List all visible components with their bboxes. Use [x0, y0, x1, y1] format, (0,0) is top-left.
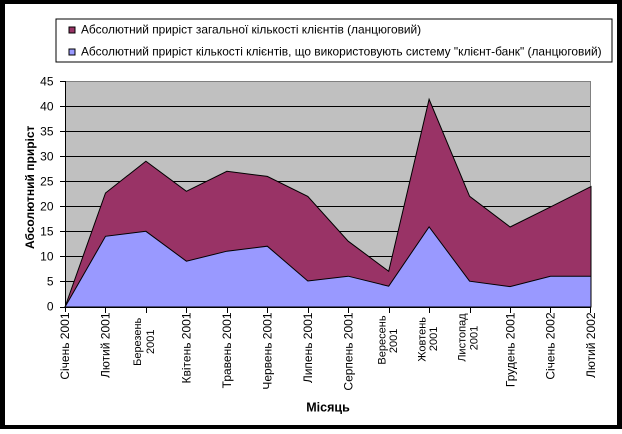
svg-text:0: 0	[47, 299, 54, 313]
svg-text:Абсолютний приріст кількості к: Абсолютний приріст кількості клієнтів, щ…	[81, 45, 602, 59]
svg-text:10: 10	[40, 249, 54, 263]
svg-text:2001: 2001	[428, 327, 440, 351]
svg-text:25: 25	[40, 174, 54, 188]
svg-text:Грудень 2001: Грудень 2001	[503, 312, 517, 387]
svg-text:Лютий 2002: Лютий 2002	[584, 312, 598, 378]
svg-text:2001: 2001	[388, 329, 400, 353]
svg-text:Липень 2001: Липень 2001	[301, 312, 315, 383]
svg-text:Березень: Березень	[132, 317, 144, 365]
svg-text:5: 5	[47, 274, 54, 288]
svg-text:15: 15	[40, 224, 54, 238]
svg-text:Січень 2001: Січень 2001	[58, 312, 72, 379]
svg-text:Квітень 2001: Квітень 2001	[180, 312, 194, 383]
svg-text:Абсолютний приріст: Абсолютний приріст	[23, 125, 37, 249]
svg-text:Вересень: Вересень	[376, 315, 388, 364]
svg-text:45: 45	[40, 74, 54, 88]
svg-text:Жовтень: Жовтень	[416, 317, 428, 362]
svg-text:Серпень 2001: Серпень 2001	[341, 312, 355, 390]
svg-text:Червень 2001: Червень 2001	[261, 312, 275, 389]
svg-text:Листопад: Листопад	[457, 313, 469, 362]
svg-text:Абсолютний приріст загальної к: Абсолютний приріст загальної кількості к…	[81, 23, 421, 37]
svg-text:40: 40	[40, 99, 54, 113]
svg-text:Травень 2001: Травень 2001	[220, 312, 234, 388]
svg-text:30: 30	[40, 149, 54, 163]
svg-text:2001: 2001	[145, 330, 157, 354]
svg-text:35: 35	[40, 124, 54, 138]
svg-text:2001: 2001	[468, 326, 480, 350]
svg-text:Січень 2002: Січень 2002	[544, 312, 558, 379]
svg-text:Місяць: Місяць	[306, 401, 350, 415]
svg-text:Лютий 2001: Лютий 2001	[99, 312, 113, 378]
svg-text:20: 20	[40, 199, 54, 213]
